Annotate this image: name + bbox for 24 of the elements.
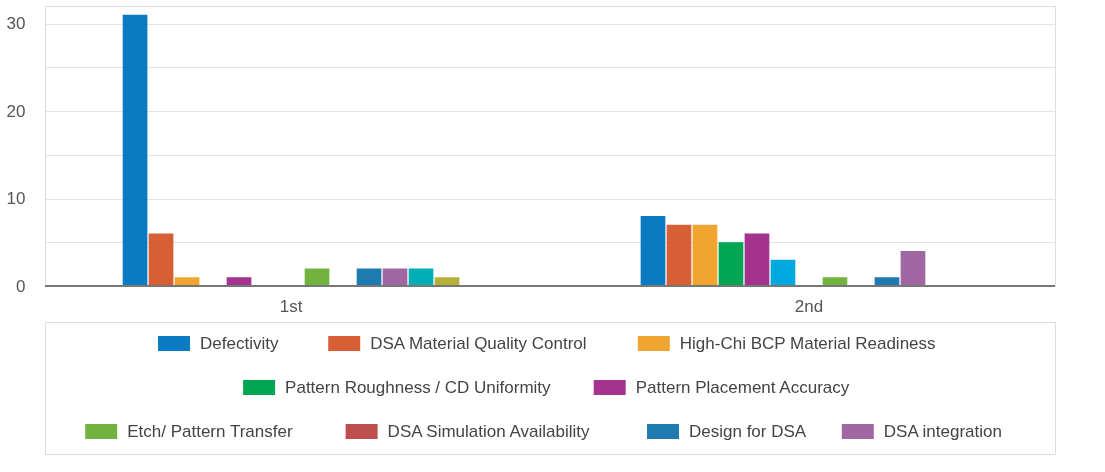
x-tick-label: 2nd (794, 296, 824, 316)
legend-label: High-Chi BCP Material Readiness (679, 334, 936, 353)
bar (718, 242, 744, 286)
bar (770, 259, 796, 286)
legend-label: Pattern Placement Accuracy (635, 378, 850, 397)
y-tick-label: 0 (16, 276, 26, 296)
bar (900, 251, 926, 286)
bar (640, 216, 666, 286)
y-tick-label: 30 (6, 14, 26, 33)
legend-label: Etch/ Pattern Transfer (127, 422, 293, 441)
legend-label: DSA integration (883, 422, 1002, 441)
x-tick-label: 1st (279, 296, 303, 316)
legend-label: Design for DSA (689, 422, 807, 441)
bar (122, 14, 148, 286)
legend-label: Pattern Roughness / CD Uniformity (285, 378, 552, 397)
legend-label: DSA Simulation Availability (387, 422, 590, 441)
legend-label: Defectivity (200, 334, 279, 353)
y-tick-label: 20 (6, 101, 26, 121)
bar (692, 224, 718, 286)
y-tick-label: 10 (6, 189, 26, 208)
legend-label: DSA Material Quality Control (370, 334, 587, 353)
bar (744, 233, 770, 286)
bar (148, 233, 174, 286)
bar (666, 224, 692, 286)
